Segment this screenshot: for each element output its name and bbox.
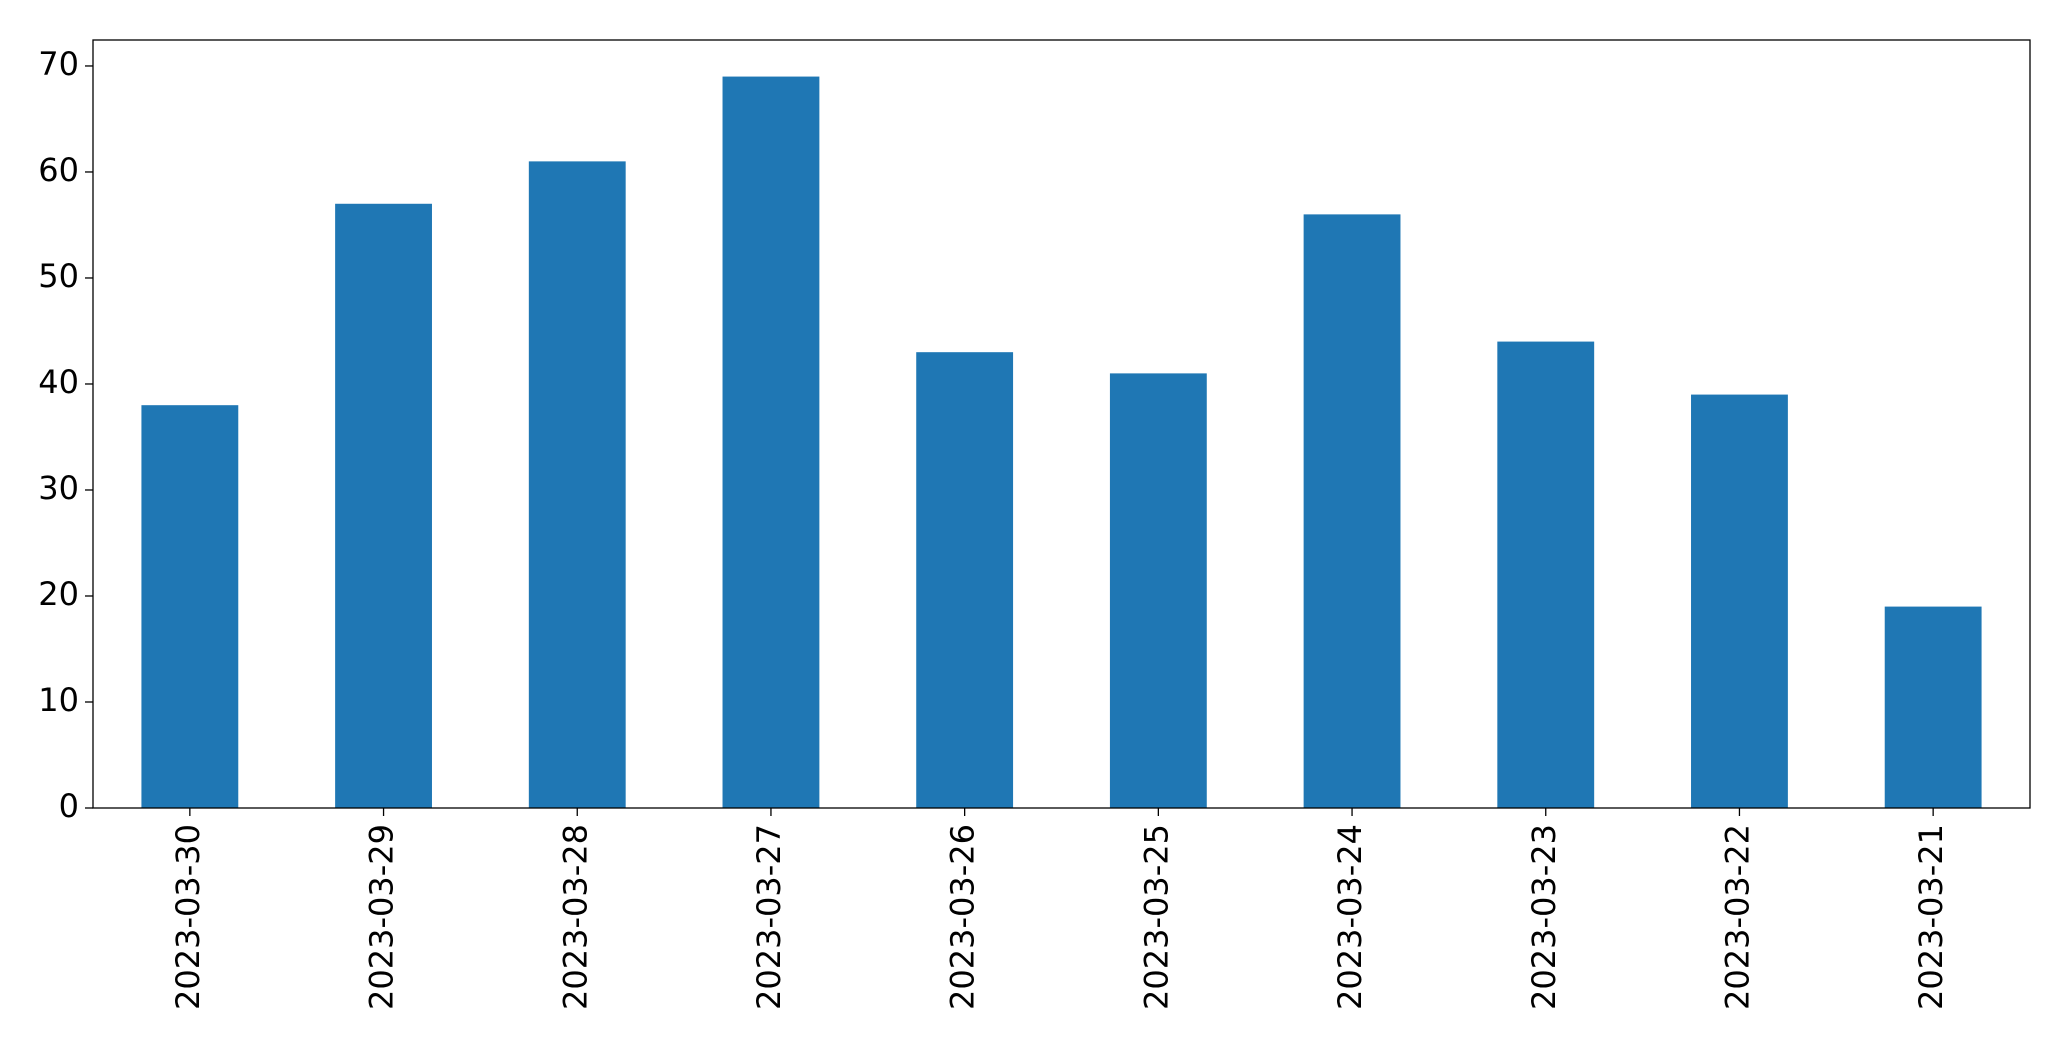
bar	[1303, 214, 1401, 808]
y-tick-label: 10	[38, 681, 79, 719]
bar	[1691, 394, 1788, 808]
x-tick-label: 2023-03-28	[556, 824, 594, 1010]
x-tick-label: 2023-03-24	[1331, 824, 1369, 1010]
y-tick-label: 70	[38, 45, 79, 83]
y-tick-label: 0	[59, 787, 79, 825]
bar	[1884, 606, 1982, 808]
axes-frame	[92, 39, 2031, 809]
x-tick-label: 2023-03-30	[169, 824, 207, 1010]
bar	[528, 161, 626, 808]
bar	[1497, 341, 1595, 808]
x-tick-label: 2023-03-26	[944, 824, 982, 1010]
y-tick-label: 60	[38, 151, 79, 189]
bar	[1109, 373, 1207, 808]
x-tick-label: 2023-03-25	[1137, 824, 1175, 1010]
bar	[916, 352, 1014, 808]
y-tick-label: 20	[38, 575, 79, 613]
x-tick-label: 2023-03-23	[1525, 824, 1563, 1010]
bar	[722, 76, 820, 809]
y-tick-label: 50	[38, 257, 79, 295]
x-tick-label: 2023-03-29	[363, 824, 401, 1010]
x-tick-label: 2023-03-21	[1912, 824, 1950, 1010]
bar	[335, 203, 432, 809]
bar	[141, 405, 239, 808]
y-tick-label: 30	[38, 469, 79, 507]
y-tick-label: 40	[38, 363, 79, 401]
x-tick-label: 2023-03-27	[750, 824, 788, 1010]
x-tick-label: 2023-03-22	[1718, 824, 1756, 1010]
